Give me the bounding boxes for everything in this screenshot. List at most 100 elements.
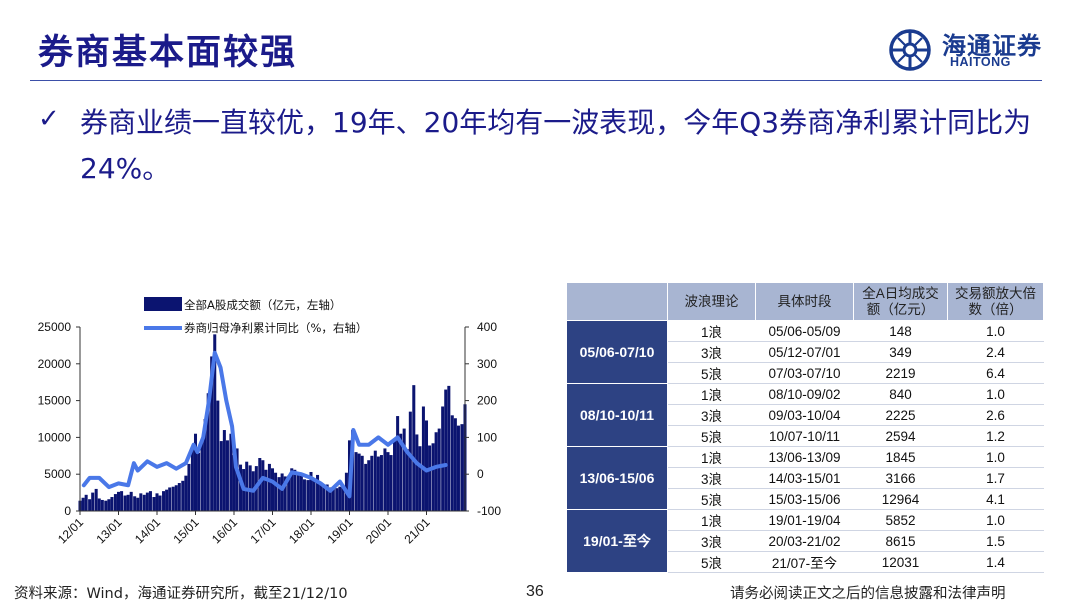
- wave-period-cell: 05/06-07/10: [566, 320, 668, 384]
- turnover-bar: [203, 419, 207, 511]
- turnover-bar: [100, 499, 104, 511]
- cell-wave: 1浪: [667, 383, 756, 405]
- x-axis-tick-label: 21/01: [401, 515, 432, 546]
- cell-range: 09/03-10/04: [755, 404, 854, 426]
- cell-wave: 3浪: [667, 530, 756, 552]
- cell-multiple: 4.1: [947, 488, 1044, 510]
- turnover-bar: [148, 491, 152, 511]
- turnover-bar: [187, 463, 191, 511]
- table-row: 3浪 09/03-10/04 2225 2.6: [567, 404, 1044, 426]
- right-axis-tick-label: 300: [477, 357, 497, 371]
- turnover-bar: [174, 485, 178, 511]
- turnover-bar: [222, 430, 226, 511]
- turnover-bar: [412, 385, 416, 511]
- turnover-bar: [264, 469, 268, 511]
- x-axis-tick-label: 20/01: [363, 515, 394, 546]
- turnover-bar: [450, 415, 454, 511]
- cell-range: 20/03-21/02: [755, 530, 854, 552]
- wave-period-cell: 08/10-10/11: [566, 383, 668, 447]
- turnover-bar: [136, 497, 140, 511]
- x-axis-tick-label: 19/01: [324, 515, 355, 546]
- page-title: 券商基本面较强: [38, 32, 298, 73]
- logo-name-cn: 海通证券: [942, 31, 1042, 60]
- turnover-bar: [367, 460, 371, 511]
- right-axis-tick-label: 100: [477, 430, 497, 444]
- turnover-bar: [239, 464, 243, 511]
- turnover-bar: [293, 469, 297, 511]
- cell-range: 14/03-15/01: [755, 467, 854, 489]
- cell-wave: 5浪: [667, 488, 756, 510]
- turnover-bar: [379, 455, 383, 511]
- turnover-bar: [120, 491, 124, 511]
- table-row: 08/10-10/11 1浪 08/10-09/02 840 1.0: [566, 383, 1044, 447]
- cell-turnover: 2225: [853, 404, 948, 426]
- cell-wave: 3浪: [667, 404, 756, 426]
- right-axis-tick-label: 0: [477, 467, 484, 481]
- table-row: 13/06-15/06 1浪 13/06-13/09 1845 1.0: [566, 446, 1044, 510]
- cell-multiple: 6.4: [947, 362, 1044, 384]
- haitong-logo: 海通证券 HAITONG: [888, 26, 1048, 72]
- legend-label-profit: 券商归母净利累计同比（%，右轴）: [184, 321, 367, 335]
- x-axis-tick-label: 15/01: [170, 515, 201, 546]
- disclaimer-note: 请务必阅读正文之后的信息披露和法律声明: [730, 586, 1006, 602]
- page-number: 36: [526, 583, 544, 600]
- cell-range: 08/10-09/02: [755, 383, 854, 405]
- turnover-bar: [88, 499, 92, 511]
- table-row: 5浪 21/07-至今 12031 1.4: [567, 551, 1044, 573]
- turnover-bar: [424, 420, 429, 511]
- turnover-bar: [200, 440, 204, 511]
- cell-wave: 3浪: [667, 467, 756, 489]
- turnover-bar: [168, 487, 172, 511]
- cell-wave: 3浪: [667, 341, 756, 363]
- legend-swatch-turnover: [144, 297, 182, 311]
- cell-range: 15/03-15/06: [755, 488, 854, 510]
- turnover-bar: [171, 486, 175, 511]
- cell-turnover: 8615: [853, 530, 948, 552]
- turnover-bar: [312, 478, 316, 511]
- turnover-bar: [296, 472, 300, 511]
- cell-turnover: 840: [853, 383, 948, 405]
- cell-wave: 5浪: [667, 425, 756, 447]
- cell-range: 07/03-07/10: [755, 362, 854, 384]
- cell-turnover: 5852: [853, 509, 948, 531]
- turnover-bar: [434, 432, 438, 511]
- turnover-bar: [322, 485, 326, 511]
- turnover-bar: [184, 475, 188, 511]
- cell-range: 19/01-19/04: [755, 509, 854, 531]
- cell-multiple: 2.6: [947, 404, 1044, 426]
- turnover-bar: [193, 433, 198, 511]
- table-row: 3浪 14/03-15/01 3166 1.7: [567, 467, 1044, 489]
- turnover-bar: [431, 443, 435, 511]
- legend-label-turnover: 全部A股成交额（亿元，左轴）: [184, 298, 341, 312]
- turnover-bar: [428, 445, 432, 511]
- turnover-bar: [338, 486, 342, 511]
- turnover-bar: [335, 488, 339, 511]
- turnover-bar: [126, 494, 130, 511]
- turnover-bar: [81, 497, 85, 511]
- table-header-turnover: 全A日均成交额（亿元）: [853, 282, 948, 321]
- turnover-bar: [376, 456, 380, 511]
- left-axis-tick-label: 0: [64, 504, 71, 518]
- turnover-bar: [267, 463, 271, 511]
- checkmark-icon: ✓: [38, 104, 60, 134]
- turnover-bar: [219, 441, 223, 511]
- turnover-bar: [229, 433, 233, 511]
- left-axis-tick-label: 25000: [38, 320, 72, 334]
- cell-range: 05/06-05/09: [755, 320, 854, 342]
- turnover-bar: [181, 480, 185, 511]
- turnover-bar: [460, 424, 464, 511]
- turnover-bar: [145, 492, 149, 511]
- turnover-bar: [110, 497, 114, 511]
- x-axis-tick-label: 12/01: [55, 515, 86, 546]
- turnover-bar: [331, 488, 335, 511]
- turnover-bar: [402, 428, 406, 511]
- turnover-bar: [97, 498, 101, 511]
- x-axis-tick-label: 13/01: [93, 515, 124, 546]
- turnover-bar: [210, 356, 214, 511]
- turnover-bar: [316, 474, 320, 511]
- turnover-bar: [389, 455, 393, 511]
- turnover-bar: [162, 491, 166, 511]
- turnover-bar: [274, 472, 278, 511]
- turnover-bar: [261, 460, 265, 511]
- turnover-bar: [456, 425, 460, 511]
